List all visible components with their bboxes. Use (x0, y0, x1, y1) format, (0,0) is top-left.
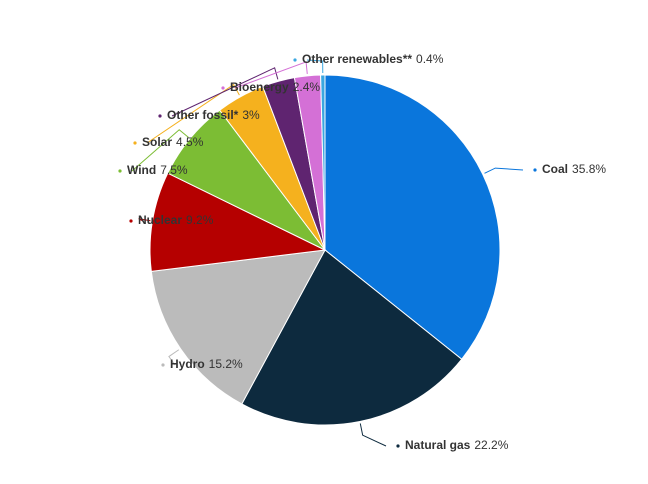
legend-dot (129, 219, 133, 223)
category-label: Solar (142, 135, 172, 149)
category-label: Natural gas (405, 438, 471, 452)
data-label: Wind 7.5% (127, 163, 188, 177)
leader-line (234, 61, 308, 89)
leader-line (138, 218, 151, 222)
data-label: Bioenergy 2.4% (230, 80, 320, 94)
category-label: Other fossil* (167, 108, 239, 122)
value-label: 35.8% (572, 162, 606, 176)
data-label: Solar 4.5% (142, 135, 204, 149)
data-label: Other renewables** 0.4% (302, 52, 444, 66)
pie-slice (150, 249, 326, 405)
value-label: 22.2% (474, 438, 508, 452)
value-label: 15.2% (209, 357, 243, 371)
category-label: Coal (542, 162, 568, 176)
legend-dot (133, 141, 137, 145)
leader-line (306, 59, 324, 74)
legend-dot (158, 114, 162, 118)
value-label: 4.5% (176, 135, 204, 149)
leader-line (359, 423, 387, 447)
value-label: 9.2% (186, 213, 214, 227)
data-label: Natural gas 22.2% (405, 438, 509, 452)
category-label: Other renewables** (302, 52, 412, 66)
category-label: Bioenergy (230, 80, 289, 94)
category-label: Hydro (170, 357, 205, 371)
data-label: Other fossil* 3% (167, 108, 260, 122)
legend-dot (161, 363, 165, 367)
pie-slice (324, 74, 501, 360)
pie-slice (241, 249, 463, 426)
leader-line (146, 83, 240, 144)
leader-line (168, 349, 180, 366)
legend-dot (533, 168, 537, 172)
legend-dot (221, 86, 225, 90)
data-label: Hydro 15.2% (170, 357, 243, 371)
pie-slice (149, 172, 327, 272)
leader-line (484, 167, 524, 174)
legend-dot (396, 444, 400, 448)
data-label: Coal 35.8% (542, 162, 606, 176)
category-label: Wind (127, 163, 156, 177)
value-label: 0.4% (416, 52, 444, 66)
leader-line (171, 67, 279, 117)
legend-dot (118, 169, 122, 173)
value-label: 2.4% (293, 80, 321, 94)
pie-slice (320, 74, 326, 251)
legend-dot (293, 58, 297, 62)
value-label: 3% (242, 108, 260, 122)
category-label: Nuclear (138, 213, 182, 227)
data-label: Nuclear 9.2% (138, 213, 214, 227)
value-label: 7.5% (160, 163, 188, 177)
leader-line (131, 129, 189, 172)
